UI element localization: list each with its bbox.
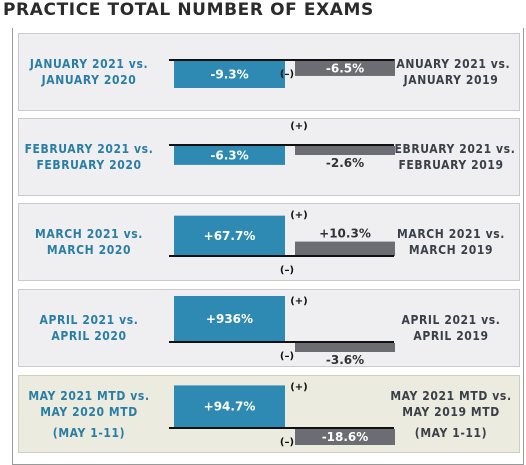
bar-value-label: -2.6% — [326, 156, 364, 170]
bar-chart: -6.3% -2.6% (+) — [169, 121, 395, 170]
label-line: MARCH 2019 — [408, 243, 494, 257]
bar-value-label: -18.6% — [322, 430, 369, 444]
bar-current-vs-two-years-prior — [295, 61, 395, 76]
bar-value-label: -6.5% — [326, 61, 364, 75]
bar-value-label: +936% — [206, 312, 253, 326]
bar-current-vs-prior-year — [174, 296, 285, 342]
negative-direction-marker: (–) — [280, 69, 294, 80]
label-line: JANUARY 2019 — [403, 73, 499, 87]
label-line: MAY 2019 MTD — [402, 405, 500, 419]
negative-direction-marker: (–) — [280, 437, 294, 448]
comparison-row: APRIL 2021 vs. APRIL 2020 APRIL 2021 vs. AP… — [18, 289, 520, 367]
label-line: APRIL 2021 vs. — [401, 313, 501, 327]
bar-value-label: +67.7% — [204, 229, 256, 243]
bar-value-label: -3.6% — [326, 353, 364, 367]
left-comparison-label: APRIL 2021 vs. APRIL 2020 — [19, 312, 159, 344]
label-line: JANUARY 2021 vs. — [29, 57, 149, 71]
bar-value-label: -6.3% — [210, 148, 248, 162]
label-line: MAY 2021 MTD vs. — [390, 389, 512, 403]
label-line: MAY 2021 MTD vs. — [28, 389, 150, 403]
left-comparison-label: MAY 2021 MTD vs. MAY 2020 MTD (MAY 1-11) — [19, 388, 159, 441]
bar-chart: +94.7% -18.6% (+) (–) — [169, 382, 395, 448]
positive-direction-marker: (+) — [290, 296, 308, 307]
label-line: MARCH 2020 — [46, 243, 132, 257]
bar-current-vs-two-years-prior — [295, 241, 395, 256]
comparison-row: MARCH 2021 vs. MARCH 2020 MARCH 2021 vs. MA… — [18, 203, 520, 281]
comparison-row: FEBRUARY 2021 vs. FEBRUARY 2020 FEBRUARY 2… — [18, 118, 520, 196]
left-comparison-label: FEBRUARY 2021 vs. FEBRUARY 2020 — [19, 141, 159, 173]
negative-direction-marker: (–) — [280, 265, 294, 276]
bar-value-label: +94.7% — [204, 400, 256, 414]
label-line: FEBRUARY 2021 vs. — [24, 142, 154, 156]
bar-value-label: +10.3% — [319, 227, 371, 241]
label-line: FEBRUARY 2020 — [36, 158, 142, 172]
label-line: MARCH 2021 vs. — [397, 227, 505, 241]
chart-title: PRACTICE TOTAL NUMBER OF EXAMS — [3, 0, 374, 20]
label-line: APRIL 2020 — [51, 329, 127, 343]
bar-current-vs-two-years-prior — [295, 343, 395, 352]
bar-current-vs-prior-year — [174, 61, 285, 88]
bar-chart: +936% -3.6% (+) (–) — [169, 296, 395, 367]
date-range-note: (MAY 1-11) — [52, 426, 126, 440]
label-line: MARCH 2021 vs. — [35, 227, 143, 241]
bar-current-vs-two-years-prior — [295, 429, 395, 445]
bar-chart: -9.3% -6.5% (–) — [169, 59, 395, 88]
label-line: JANUARY 2020 — [41, 73, 137, 87]
right-comparison-label: MARCH 2021 vs. MARCH 2019 — [381, 226, 521, 258]
bar-chart: +67.7% +10.3% (+) (–) — [169, 210, 395, 276]
comparison-row: MAY 2021 MTD vs. MAY 2020 MTD (MAY 1-11) MA… — [18, 375, 520, 453]
label-line: APRIL 2019 — [413, 329, 489, 343]
right-comparison-label: APRIL 2021 vs. APRIL 2019 — [381, 312, 521, 344]
label-line: FEBRUARY 2021 vs. — [386, 142, 516, 156]
comparison-row: JANUARY 2021 vs. JANUARY 2020 JANUARY 2021… — [18, 33, 520, 111]
negative-direction-marker: (–) — [280, 351, 294, 362]
label-line: APRIL 2021 vs. — [39, 313, 139, 327]
positive-direction-marker: (+) — [290, 121, 308, 132]
bar-current-vs-two-years-prior — [295, 146, 395, 155]
bar-current-vs-prior-year — [174, 146, 285, 165]
bar-value-label: -9.3% — [210, 68, 248, 82]
label-line: MAY 2020 MTD — [40, 405, 138, 419]
date-range-note: (MAY 1-11) — [414, 426, 488, 440]
label-line: FEBRUARY 2019 — [398, 158, 504, 172]
positive-direction-marker: (+) — [290, 210, 308, 221]
left-comparison-label: JANUARY 2021 vs. JANUARY 2020 — [19, 56, 159, 88]
right-comparison-label: MAY 2021 MTD vs. MAY 2019 MTD (MAY 1-11) — [381, 388, 521, 441]
right-comparison-label: JANUARY 2021 vs. JANUARY 2019 — [381, 56, 521, 88]
positive-direction-marker: (+) — [290, 382, 308, 393]
bar-current-vs-prior-year — [174, 215, 285, 256]
left-comparison-label: MARCH 2021 vs. MARCH 2020 — [19, 226, 159, 258]
bar-current-vs-prior-year — [174, 385, 285, 428]
right-comparison-label: FEBRUARY 2021 vs. FEBRUARY 2019 — [381, 141, 521, 173]
label-line: JANUARY 2021 vs. — [391, 57, 511, 71]
